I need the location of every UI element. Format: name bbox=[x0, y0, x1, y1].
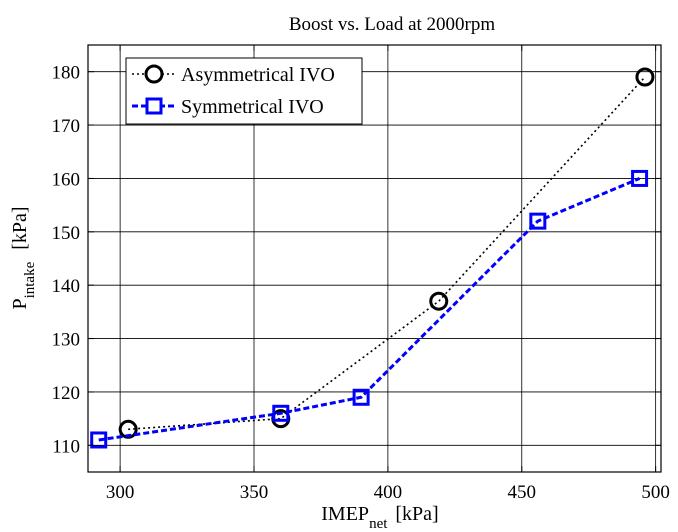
tick-marks: 300 350 400 450 500 110 120 130 140 150 160 170 180 bbox=[52, 45, 670, 503]
legend-box bbox=[125, 57, 363, 125]
grid-lines bbox=[88, 45, 661, 472]
y-axis-label: Pintake [kPa] bbox=[9, 206, 38, 309]
data-point-circle bbox=[635, 67, 655, 87]
data-point-square bbox=[529, 212, 547, 230]
y-axis-label-unit: [kPa] bbox=[9, 206, 31, 249]
data-point-circle bbox=[118, 419, 138, 439]
chart-title: Boost vs. Load at 2000rpm bbox=[289, 14, 496, 35]
series-line-symmetrical bbox=[98, 177, 641, 442]
data-point-square bbox=[90, 431, 108, 449]
y-tick-label: 150 bbox=[52, 223, 81, 244]
y-tick-label: 170 bbox=[52, 116, 81, 137]
x-tick-label: 400 bbox=[374, 482, 403, 503]
y-axis-label-subscript: intake bbox=[22, 261, 38, 298]
x-axis-label-main: IMEP bbox=[321, 503, 369, 525]
y-tick-label: 140 bbox=[52, 276, 81, 297]
legend-label-asymmetrical: Asymmetrical IVO bbox=[181, 64, 335, 86]
data-point-square bbox=[631, 169, 649, 187]
x-tick-label: 300 bbox=[106, 482, 135, 503]
x-tick-label: 450 bbox=[508, 482, 537, 503]
legend-marker-circle bbox=[144, 64, 164, 84]
legend-marker-square bbox=[145, 97, 163, 115]
x-axis-label-unit: [kPa] bbox=[395, 503, 438, 525]
series-line-asymmetrical bbox=[128, 76, 646, 431]
y-axis-label-main: P bbox=[9, 298, 31, 309]
y-tick-label: 110 bbox=[52, 436, 80, 457]
y-tick-label: 120 bbox=[52, 383, 81, 404]
x-axis-label: IMEPnet [kPa] bbox=[321, 503, 438, 532]
plot-frame bbox=[87, 44, 662, 473]
data-point-square bbox=[352, 388, 370, 406]
y-tick-label: 160 bbox=[52, 169, 81, 190]
y-tick-label: 130 bbox=[52, 330, 81, 351]
x-tick-label: 500 bbox=[641, 482, 670, 503]
y-tick-label: 180 bbox=[52, 63, 81, 84]
x-tick-label: 350 bbox=[240, 482, 269, 503]
series-layer bbox=[90, 67, 655, 449]
legend: Asymmetrical IVO Symmetrical IVO bbox=[125, 57, 363, 125]
data-point-circle bbox=[429, 291, 449, 311]
legend-label-symmetrical: Symmetrical IVO bbox=[181, 96, 324, 118]
x-axis-label-subscript: net bbox=[369, 516, 388, 532]
data-point-square bbox=[272, 404, 290, 422]
